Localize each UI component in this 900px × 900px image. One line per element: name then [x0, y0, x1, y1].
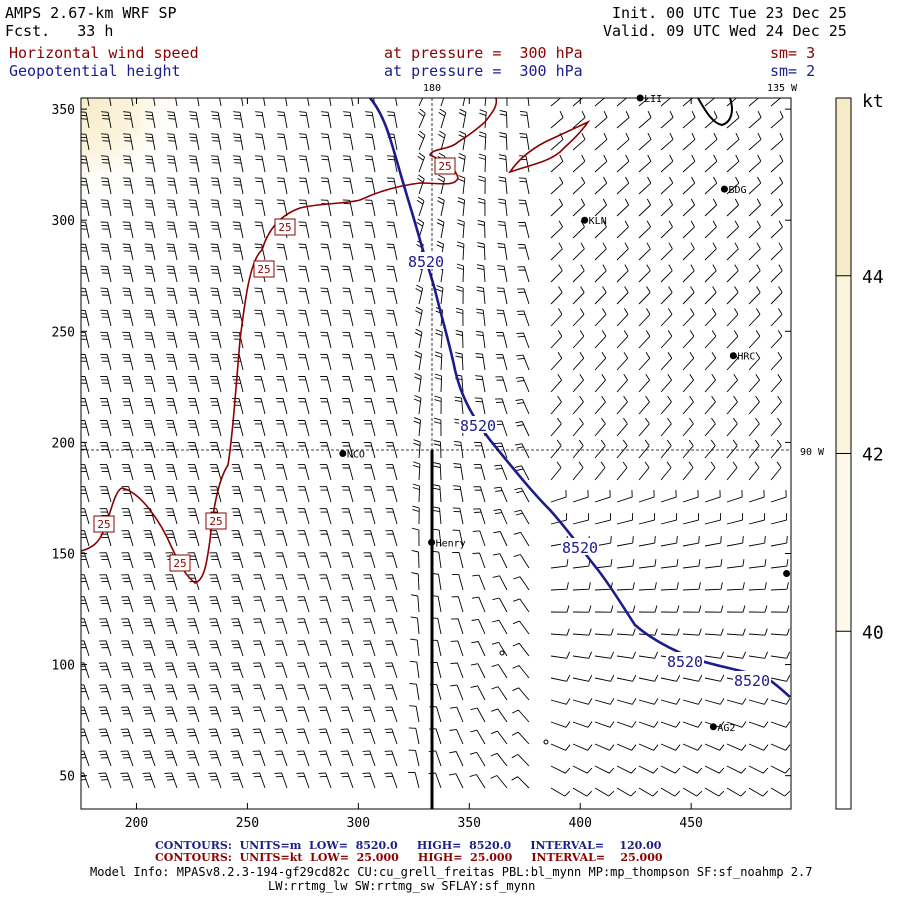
colorbar-tick-label: 42 — [862, 445, 884, 466]
y-tick-label: 100 — [52, 659, 75, 674]
height-label-bg — [407, 252, 445, 269]
colorbar-tick-label: 44 — [862, 267, 884, 288]
field2-smoothing: sm= 2 — [770, 62, 816, 80]
y-tick-label: 200 — [52, 436, 75, 451]
model-title: AMPS 2.67-km WRF SP — [5, 4, 177, 22]
field1-name: Horizontal wind speed — [9, 44, 199, 62]
stations: LII BDG KLN HRC NCO Henry AG2 — [339, 94, 791, 734]
station-marker — [720, 185, 728, 193]
minimum-marker — [499, 650, 505, 656]
y-tick-label: 300 — [52, 214, 75, 229]
speed-label-box — [169, 554, 191, 572]
speed-contour-label: 25 — [278, 221, 291, 234]
station-label: HRC — [737, 352, 755, 363]
station-label: BDG — [728, 185, 746, 196]
y-tick-label: 150 — [52, 547, 75, 562]
height-contour-label: 8520 — [667, 653, 703, 671]
model-info-line-2: LW:rrtmg_lw SW:rrtmg_sw SFLAY:sf_mynn — [268, 879, 536, 893]
station-marker — [709, 723, 717, 731]
contour-legend-height: CONTOURS: UNITS=m LOW= 8520.0 HIGH= 8520… — [155, 839, 662, 852]
colorbar-band — [836, 453, 851, 632]
x-tick-label: 250 — [236, 816, 259, 831]
speed-contour — [508, 120, 591, 174]
coastline — [697, 98, 733, 127]
height-label-bg — [561, 538, 599, 555]
meridian-label-90w: 90 W — [800, 447, 825, 458]
speed-contour-label: 25 — [209, 515, 222, 528]
station-marker — [581, 216, 589, 224]
colorbar-tick-label: 40 — [862, 622, 884, 643]
field2-level: at pressure = 300 hPa — [384, 62, 583, 80]
y-tick-label: 50 — [59, 770, 75, 785]
x-tick-label: 200 — [125, 816, 148, 831]
height-contour-label: 8520 — [408, 253, 444, 271]
x-tick-label: 400 — [568, 816, 591, 831]
height-label-bg — [733, 671, 771, 688]
colorbar-unit: kt — [862, 91, 884, 112]
y-axis: 50 100 150 200 250 300 350 — [52, 103, 791, 785]
speed-contour-label: 25 — [257, 263, 270, 276]
y-tick-label: 350 — [52, 103, 75, 118]
height-label-bg — [666, 652, 704, 669]
x-tick-label: 450 — [679, 816, 702, 831]
height-contour-labels: 8520 8520 8520 8520 8520 — [407, 252, 771, 690]
contour-legend-speed: CONTOURS: UNITS=kt LOW= 25.000 HIGH= 25.… — [155, 851, 663, 864]
colorbar-band — [836, 275, 851, 454]
speed-label-box — [93, 515, 115, 533]
station-label: NCO — [347, 450, 365, 461]
station-label: AG2 — [717, 723, 735, 734]
station-marker — [729, 352, 737, 360]
plot-frame — [80, 97, 792, 810]
speed-contour-label: 25 — [97, 518, 110, 531]
speed-contour-labels: 25 25 25 25 25 25 — [93, 157, 456, 572]
colorbar-band — [836, 631, 851, 809]
station-marker — [636, 94, 644, 102]
station-marker — [428, 538, 436, 546]
meridian-label-135w: 135 W — [767, 83, 798, 94]
init-time: Init. 00 UTC Tue 23 Dec 25 — [612, 4, 847, 22]
model-info-line-1: Model Info: MPASv8.2.3-194-gf29cd82c CU:… — [90, 865, 813, 879]
x-tick-label: 350 — [458, 816, 481, 831]
height-contour-label: 8520 — [734, 672, 770, 690]
station-label: Henry — [436, 538, 466, 549]
wind-speed-shading — [81, 98, 191, 208]
forecast-hour: Fcst. 33 h — [5, 22, 114, 40]
height-contour-label: 8520 — [460, 417, 496, 435]
x-tick-label: 300 — [347, 816, 370, 831]
speed-contour-label: 25 — [173, 557, 186, 570]
station-label: KLN — [589, 216, 607, 227]
speed-label-box — [434, 157, 456, 175]
x-axis: 200 250 300 350 400 450 — [125, 98, 703, 831]
height-contour-label: 8520 — [562, 539, 598, 557]
speed-contour — [81, 98, 498, 584]
y-tick-label: 250 — [52, 325, 75, 340]
station-label: LII — [644, 94, 662, 105]
field2-name: Geopotential height — [9, 62, 181, 80]
field1-level: at pressure = 300 hPa — [384, 44, 583, 62]
speed-label-box — [205, 512, 227, 530]
height-label-bg — [459, 416, 497, 433]
valid-time: Valid. 09 UTC Wed 24 Dec 25 — [603, 22, 847, 40]
field1-smoothing: sm= 3 — [770, 44, 816, 62]
colorbar-band — [836, 98, 851, 276]
speed-contour-label: 25 — [438, 160, 451, 173]
speed-label-box — [253, 260, 275, 278]
colorbar: 44 42 40 — [835, 97, 884, 810]
station-marker — [339, 450, 347, 457]
speed-label-box — [274, 218, 296, 236]
meridian-label-180: 180 — [423, 83, 441, 94]
station-marker — [783, 569, 791, 577]
minimum-marker — [543, 739, 549, 745]
